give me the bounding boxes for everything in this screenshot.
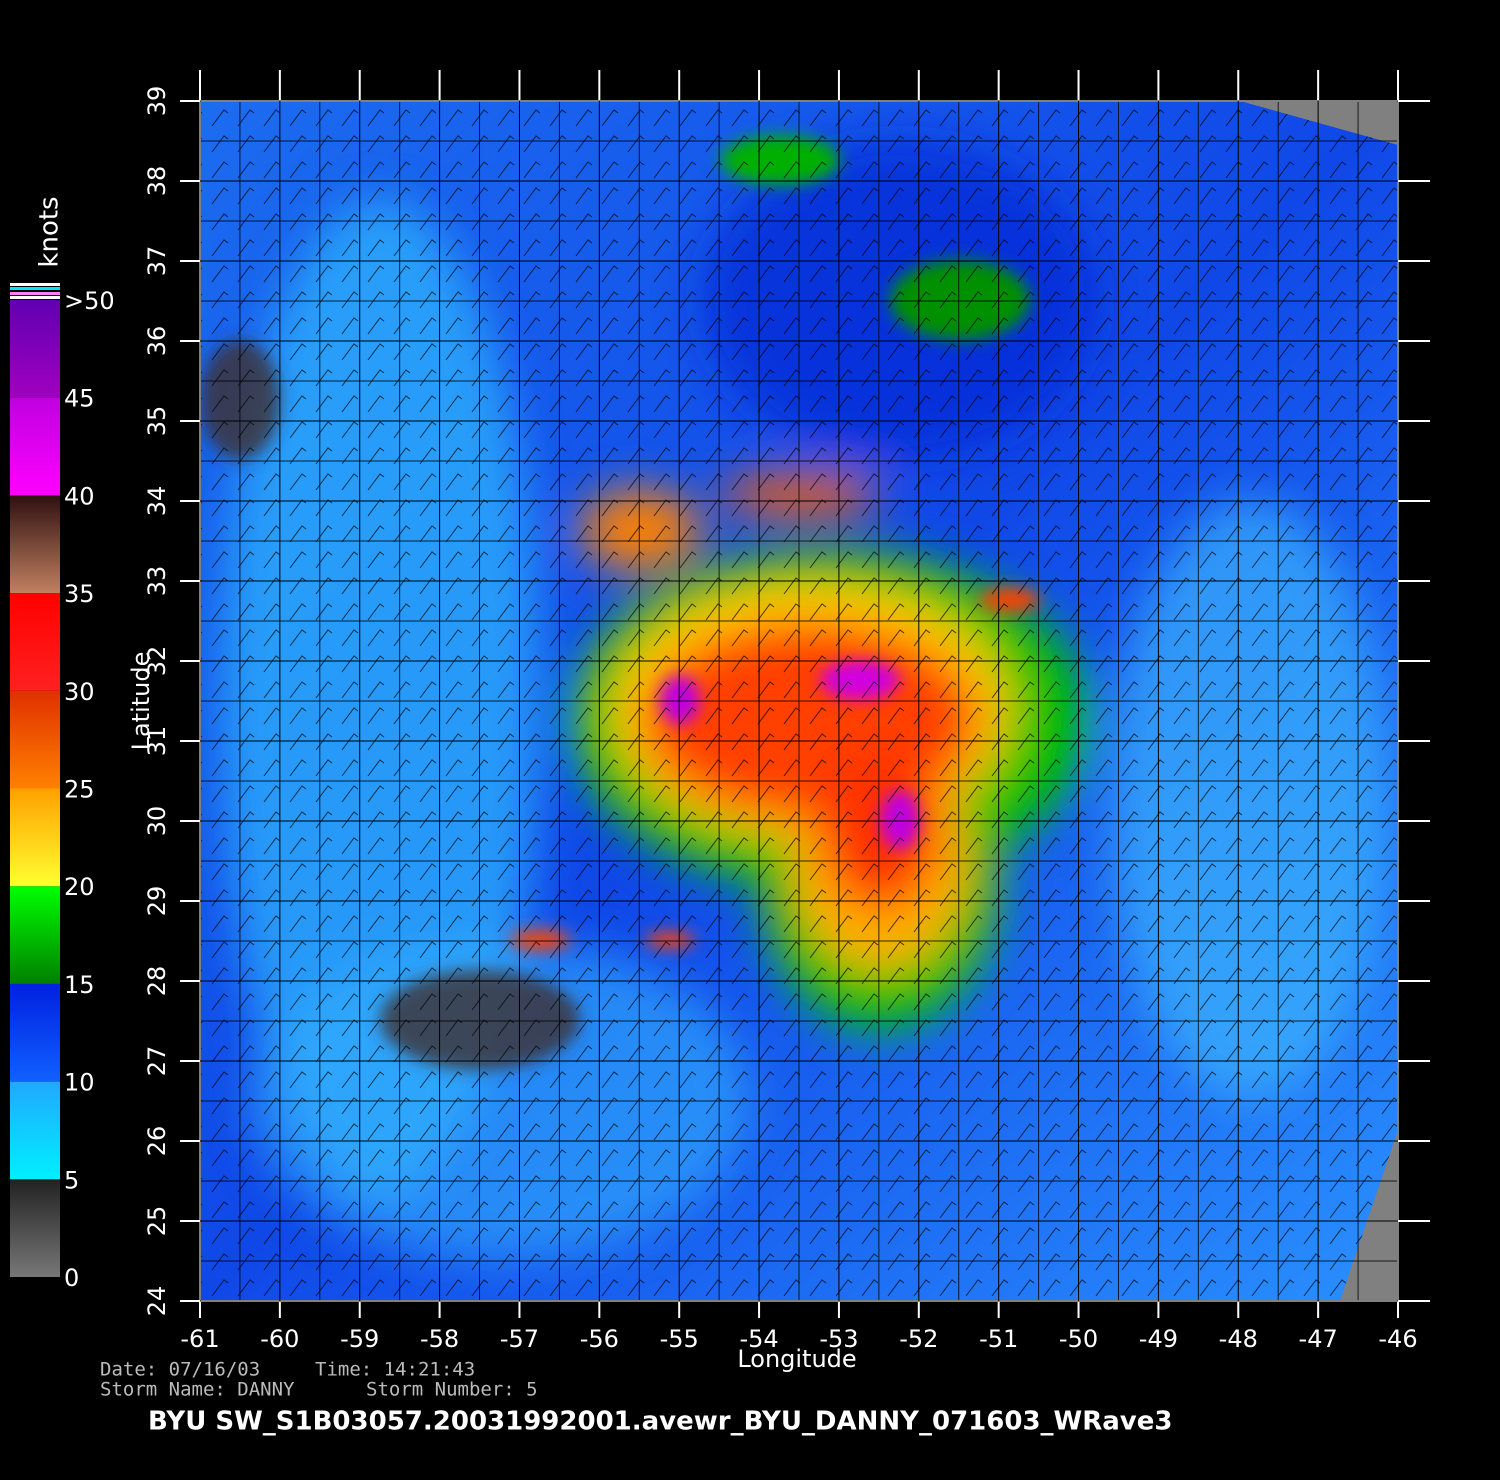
- colorbar-segment: [10, 397, 60, 496]
- colorbar-label: 0: [64, 1264, 79, 1292]
- colorbar-label: 35: [64, 580, 95, 608]
- x-tick-label: -50: [1059, 1325, 1098, 1353]
- colorbar-segment: [10, 495, 60, 594]
- colorbar-label: 25: [64, 776, 95, 804]
- colorbar-segment: [10, 983, 60, 1082]
- info-storm-name: Storm Name: DANNY: [100, 1379, 295, 1401]
- colorbar-segment: [10, 1179, 60, 1277]
- y-tick-label: 35: [143, 406, 171, 437]
- x-tick-label: -51: [979, 1325, 1018, 1353]
- x-tick-label: -48: [1219, 1325, 1258, 1353]
- y-tick-label: 33: [143, 566, 171, 597]
- x-tick-label: -58: [420, 1325, 459, 1353]
- colorbar-title: knots: [35, 196, 65, 267]
- y-tick-label: 34: [143, 486, 171, 517]
- colorbar-label: 10: [64, 1069, 95, 1097]
- info-storm-number: Storm Number: 5: [366, 1379, 538, 1401]
- colorbar-segment: [10, 788, 60, 887]
- y-tick-label: 38: [143, 166, 171, 197]
- colorbar-label: >50: [64, 287, 115, 315]
- colorbar-segment: [10, 300, 60, 398]
- x-tick-label: -57: [500, 1325, 539, 1353]
- x-tick-label: -46: [1378, 1325, 1417, 1353]
- y-tick-label: 27: [143, 1046, 171, 1077]
- y-tick-label: 32: [143, 646, 171, 677]
- wind-field: [200, 101, 1398, 1301]
- y-tick-label: 26: [143, 1126, 171, 1157]
- y-tick-label: 30: [143, 806, 171, 837]
- info-date: Date: 07/16/03: [100, 1359, 260, 1381]
- x-tick-label: -56: [580, 1325, 619, 1353]
- colorbar-label: 30: [64, 678, 95, 706]
- colorbar-segment: [10, 593, 60, 691]
- colorbar-label: 20: [64, 873, 95, 901]
- y-tick-label: 25: [143, 1206, 171, 1237]
- colorbar-segment: [10, 886, 60, 984]
- colorbar-label: 40: [64, 482, 95, 510]
- x-tick-label: -59: [340, 1325, 379, 1353]
- x-tick-label: -52: [899, 1325, 938, 1353]
- x-tick-label: -55: [660, 1325, 699, 1353]
- y-tick-label: 31: [143, 726, 171, 757]
- x-tick-label: -60: [260, 1325, 299, 1353]
- y-tick-label: 24: [143, 1286, 171, 1317]
- y-axis-title: Latitude: [127, 652, 155, 751]
- colorbar-label: 15: [64, 971, 95, 999]
- x-tick-label: -54: [739, 1325, 778, 1353]
- colorbar-segment: [10, 1081, 60, 1180]
- y-tick-label: 29: [143, 886, 171, 917]
- y-tick-label: 39: [143, 86, 171, 117]
- colorbar-segment: [10, 690, 60, 789]
- product-title: BYU SW_S1B03057.20031992001.avewr_BYU_DA…: [148, 1407, 1172, 1437]
- y-tick-label: 36: [143, 326, 171, 357]
- info-time: Time: 14:21:43: [315, 1359, 475, 1381]
- x-tick-label: -61: [180, 1325, 219, 1353]
- colorbar-label: 45: [64, 385, 95, 413]
- x-tick-label: -47: [1299, 1325, 1338, 1353]
- x-tick-label: -49: [1139, 1325, 1178, 1353]
- y-tick-label: 37: [143, 246, 171, 277]
- y-tick-label: 28: [143, 966, 171, 997]
- colorbar-label: 5: [64, 1166, 79, 1194]
- x-axis-title: Longitude: [737, 1345, 856, 1373]
- x-tick-label: -53: [819, 1325, 858, 1353]
